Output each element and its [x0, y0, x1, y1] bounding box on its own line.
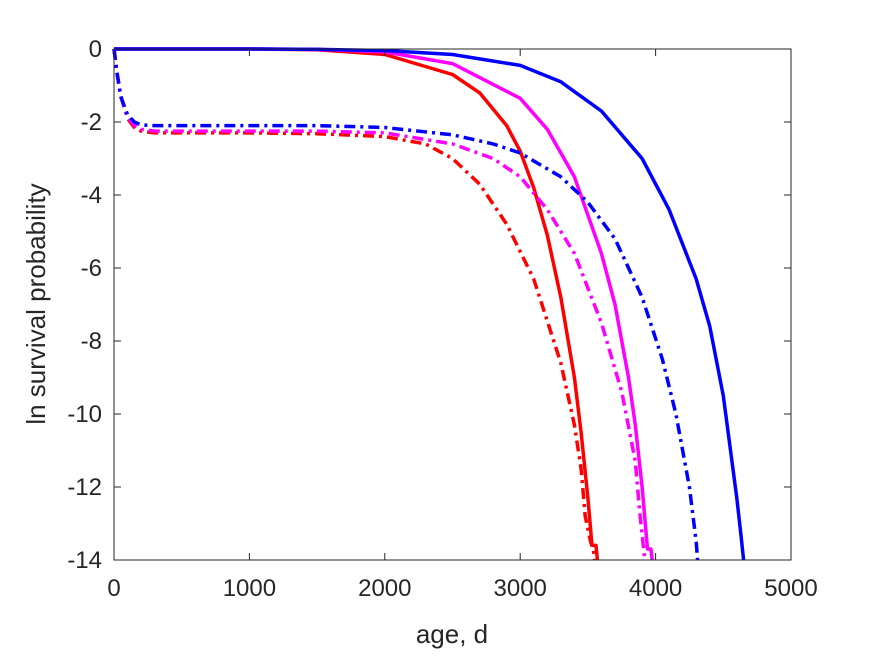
x-tick-label: 5000	[764, 575, 817, 602]
y-tick-label: -2	[81, 109, 102, 136]
y-tick-label: 0	[89, 36, 102, 63]
y-axis-ticks: 0 -2 -4 -6 -8 -10 -12 -14	[67, 36, 791, 574]
x-tick-label: 0	[107, 575, 120, 602]
x-tick-label: 4000	[629, 575, 682, 602]
x-axis-ticks: 0 1000 2000 3000 4000 5000	[107, 49, 818, 602]
plot-background	[114, 49, 791, 560]
plot-frame	[113, 48, 792, 561]
y-tick-label: -4	[81, 182, 102, 209]
series-line-6	[112, 48, 700, 561]
y-tick-label: -6	[81, 255, 102, 282]
y-tick-label: -12	[67, 474, 102, 501]
x-axis-label: age, d	[416, 619, 488, 649]
x-tick-label: 3000	[494, 575, 547, 602]
x-tick-label: 1000	[223, 575, 276, 602]
y-axis-label: ln survival probability	[21, 183, 51, 424]
x-tick-label: 2000	[358, 575, 411, 602]
y-tick-label: -14	[67, 547, 102, 574]
y-tick-label: -10	[67, 401, 102, 428]
y-tick-label: -8	[81, 328, 102, 355]
series-line-3	[114, 47, 746, 561]
series-line-1	[114, 47, 600, 561]
series-layer	[112, 47, 746, 561]
